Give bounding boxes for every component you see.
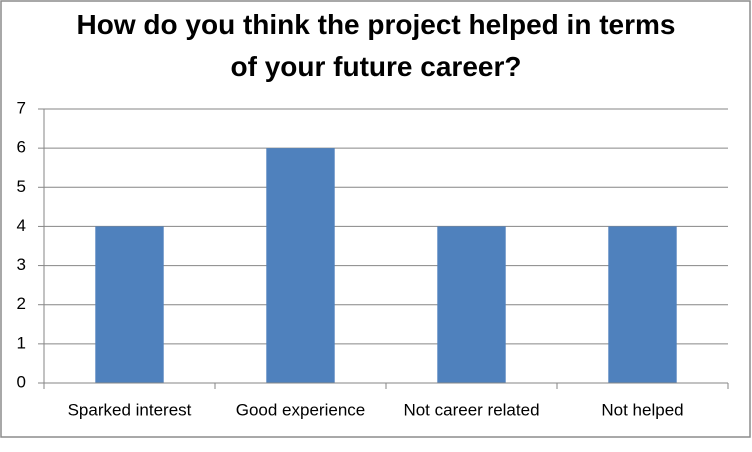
x-tick-label: Good experience [236, 400, 365, 419]
y-tick-label: 4 [17, 216, 26, 235]
y-tick-label: 2 [17, 294, 26, 313]
x-tick-label: Sparked interest [68, 400, 192, 419]
y-tick-label: 3 [17, 255, 26, 274]
bar [266, 148, 335, 383]
y-tick-label: 1 [17, 333, 26, 352]
y-tick-label: 7 [17, 98, 26, 117]
y-tick-label: 0 [17, 372, 26, 391]
bar [437, 226, 506, 383]
y-tick-label: 6 [17, 138, 26, 157]
x-tick-label: Not helped [601, 400, 683, 419]
bar [608, 226, 677, 383]
bar [95, 226, 164, 383]
x-tick-label: Not career related [403, 400, 539, 419]
chart-title: How do you think the project helped in t… [76, 9, 676, 82]
y-tick-label: 5 [17, 177, 26, 196]
